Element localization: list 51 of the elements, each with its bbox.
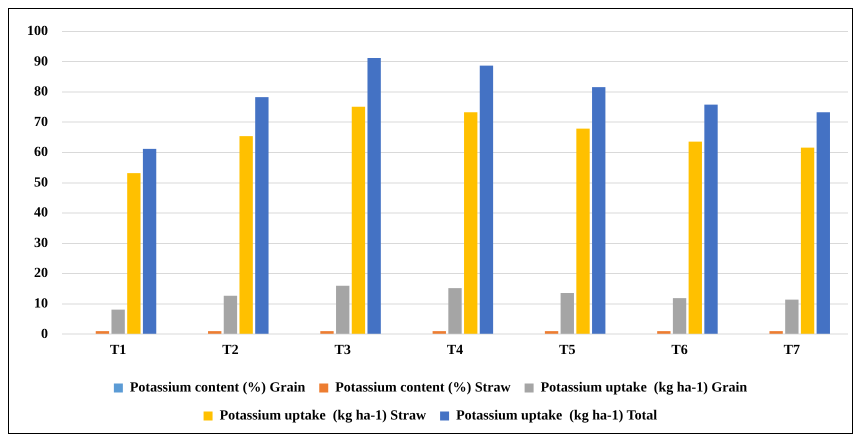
bar bbox=[464, 112, 478, 334]
bar bbox=[224, 296, 238, 334]
bar bbox=[367, 58, 381, 334]
bar bbox=[448, 288, 462, 334]
y-tick-label: 80 bbox=[34, 84, 48, 100]
bar bbox=[785, 300, 799, 334]
legend-label: Potassium uptake (kg ha-1) Total bbox=[456, 408, 658, 424]
bar bbox=[592, 87, 606, 334]
bar bbox=[142, 148, 156, 334]
y-tick-label: 10 bbox=[34, 296, 48, 312]
bar bbox=[688, 142, 702, 334]
bar bbox=[544, 331, 558, 334]
x-tick-label: T2 bbox=[222, 343, 239, 358]
x-tick-label: T5 bbox=[559, 343, 576, 358]
legend-label: Potassium content (%) Grain bbox=[130, 380, 306, 396]
bar bbox=[480, 66, 494, 334]
y-tick-label: 20 bbox=[34, 266, 48, 282]
bar bbox=[672, 298, 686, 334]
y-tick-label: 90 bbox=[34, 54, 48, 70]
bar bbox=[657, 331, 671, 334]
y-tick-label: 100 bbox=[27, 24, 48, 40]
bar bbox=[800, 148, 814, 334]
y-tick-label: 50 bbox=[34, 175, 48, 190]
bar bbox=[111, 310, 125, 334]
bar bbox=[352, 106, 366, 334]
y-tick-label: 70 bbox=[34, 114, 48, 130]
y-tick-label: 0 bbox=[41, 326, 48, 342]
bar bbox=[320, 331, 334, 334]
bar bbox=[816, 112, 830, 334]
bar bbox=[432, 331, 446, 334]
bar bbox=[96, 331, 110, 334]
legend-label: Potassium uptake (kg ha-1) Straw bbox=[220, 408, 427, 424]
bar bbox=[239, 136, 253, 334]
bar bbox=[576, 128, 590, 334]
legend-label: Potassium uptake (kg ha-1) Grain bbox=[540, 380, 748, 396]
legend-label: Potassium content (%) Straw bbox=[335, 380, 512, 396]
x-tick-label: T6 bbox=[671, 343, 688, 358]
x-tick-label: T3 bbox=[334, 343, 351, 358]
x-tick-label: T1 bbox=[110, 343, 126, 358]
bar bbox=[560, 293, 574, 334]
bar bbox=[336, 286, 350, 334]
bar bbox=[127, 173, 141, 334]
x-tick-label: T4 bbox=[446, 343, 464, 358]
bar bbox=[769, 331, 783, 334]
y-tick-label: 40 bbox=[34, 206, 48, 221]
bar bbox=[255, 97, 269, 334]
bar bbox=[208, 331, 222, 334]
y-tick-label: 30 bbox=[34, 236, 48, 251]
x-tick-label: T7 bbox=[784, 343, 800, 358]
y-tick-label: 60 bbox=[34, 145, 48, 160]
bar bbox=[704, 104, 718, 334]
